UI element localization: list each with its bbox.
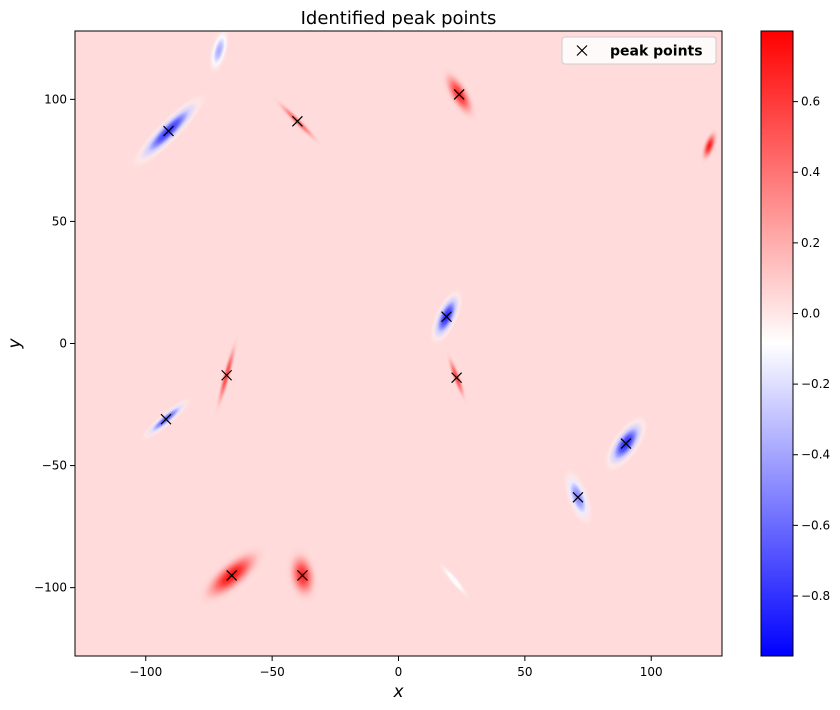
peak-point-marker <box>453 89 465 100</box>
peak-point-marker <box>163 125 174 137</box>
y-tick-label: 100 <box>44 92 67 106</box>
peak-point-marker <box>451 372 463 384</box>
peak-point-marker <box>620 438 632 450</box>
colorbar: −0.8 −0.6 −0.4 −0.2 0.0 0.2 0.4 0.6 <box>760 30 830 657</box>
peak-point-marker <box>221 369 233 381</box>
x-axis-label: x <box>392 682 404 702</box>
colorbar-tick-label: 0.6 <box>801 95 820 109</box>
y-tick-label: 50 <box>52 214 67 228</box>
peak-point-marker <box>441 311 452 323</box>
chart-title: Identified peak points <box>301 8 497 29</box>
legend: peak points <box>561 36 717 65</box>
peak-point-marker <box>160 413 172 425</box>
peak-point-marker <box>297 570 308 581</box>
peak-point-marker <box>226 570 238 581</box>
x-tick-label: −100 <box>129 665 162 679</box>
y-tick-label: 0 <box>59 337 67 351</box>
colorbar-tick-label: −0.8 <box>801 589 830 603</box>
legend-x-marker <box>576 45 588 56</box>
peak-markers <box>160 89 632 581</box>
x-tick-label: 100 <box>640 665 663 679</box>
y-tick-label: −50 <box>42 459 67 473</box>
x-tick-label: 0 <box>395 665 403 679</box>
heatmap-layer <box>75 31 722 656</box>
colorbar-tick-label: 0.0 <box>801 306 820 320</box>
colorbar-tick-label: 0.2 <box>801 236 820 250</box>
heatmap-background <box>75 31 722 656</box>
colorbar-tick-label: −0.6 <box>801 518 830 532</box>
colorbar-tick-label: 0.4 <box>801 165 820 179</box>
heatmap-blob <box>207 31 231 78</box>
legend-x-marker-icon <box>576 45 588 56</box>
heatmap-blob <box>699 126 720 165</box>
x-tick-label: 50 <box>517 665 532 679</box>
colorbar-gradient <box>760 30 794 657</box>
legend-label: peak points <box>610 44 703 60</box>
heatmap-blob <box>434 556 474 604</box>
peak-point-marker <box>291 115 303 127</box>
y-axis-label: y <box>5 338 25 350</box>
x-axis: −100 −50 0 50 100 <box>129 656 663 679</box>
colorbar-tick-label: −0.2 <box>801 377 830 391</box>
y-tick-label: −100 <box>34 581 67 595</box>
legend-box <box>561 36 717 65</box>
y-axis: −100 −50 0 50 100 <box>34 92 75 595</box>
x-tick-label: −50 <box>259 665 284 679</box>
colorbar-ticks: −0.8 −0.6 −0.4 −0.2 0.0 0.2 0.4 0.6 <box>793 95 830 603</box>
peak-point-marker <box>572 491 584 503</box>
colorbar-tick-label: −0.4 <box>801 448 830 462</box>
